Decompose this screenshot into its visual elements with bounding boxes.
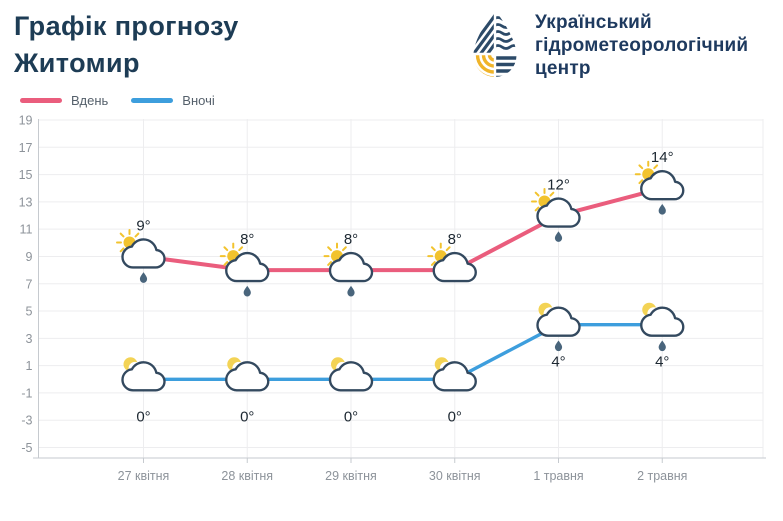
sun-ray	[223, 261, 229, 266]
forecast-point: 8°	[427, 231, 477, 283]
temp-label: 0°	[448, 408, 462, 425]
y-axis-label: 5	[26, 305, 33, 319]
sun-ray	[638, 179, 644, 185]
sun-ray	[638, 164, 644, 170]
y-axis-label: 11	[20, 223, 33, 237]
sun-ray	[342, 246, 347, 252]
title-city: Житомир	[14, 48, 140, 78]
forecast-point: 9°	[116, 217, 166, 283]
forecast-point: 14°	[634, 149, 685, 215]
forecast-point: 4°	[640, 302, 685, 371]
y-axis-label: -1	[21, 386, 32, 400]
night-series-line	[141, 322, 664, 381]
sun-ray	[119, 232, 125, 238]
chart-legend: Вдень Вночі	[20, 93, 229, 108]
forecast-point: 0°	[121, 357, 166, 425]
y-axis-label: -3	[21, 414, 32, 428]
raindrop-icon	[554, 340, 563, 352]
y-axis-label: 7	[26, 277, 33, 291]
sun-ray	[534, 206, 540, 212]
day-series-swatch	[20, 98, 62, 103]
org-name-line-1: Український	[535, 11, 652, 33]
sun-ray	[430, 261, 436, 266]
org-logo: Український гідрометеорологічний центр	[468, 8, 748, 82]
forecast-point: 0°	[328, 357, 374, 425]
cloud-icon	[640, 306, 685, 337]
cloud-icon	[328, 361, 374, 392]
y-axis-label: 3	[26, 332, 33, 346]
x-axis-label: 27 квітня	[118, 469, 170, 483]
temp-label: 14°	[651, 149, 674, 166]
day-series-label: Вдень	[71, 93, 109, 108]
cloud-icon	[432, 251, 477, 283]
forecast-point: 4°	[536, 302, 581, 371]
x-axis-label: 29 квітня	[325, 469, 377, 483]
sun-ray	[119, 247, 125, 253]
sun-ray	[327, 261, 332, 266]
title-line-1: Графік прогнозу	[14, 11, 239, 41]
cloud-icon	[432, 361, 477, 392]
cloud-icon	[225, 251, 270, 283]
temp-label: 8°	[448, 231, 462, 248]
raindrop-icon	[139, 272, 148, 283]
sun-ray	[327, 246, 332, 252]
raindrop-icon	[243, 285, 251, 297]
sun-ray	[445, 246, 451, 252]
temp-label: 9°	[136, 217, 150, 234]
forecast-point: 0°	[225, 357, 270, 425]
sun-ray	[223, 246, 229, 252]
raindrop-icon	[658, 204, 666, 215]
cloud-icon	[536, 197, 581, 228]
y-axis-label: 13	[19, 195, 33, 209]
x-axis-label: 30 квітня	[429, 469, 481, 483]
sun-ray	[534, 191, 540, 197]
night-series-label: Вночі	[182, 93, 215, 108]
night-series-swatch	[131, 98, 174, 103]
cloud-icon	[225, 361, 270, 392]
temp-label: 8°	[344, 231, 358, 248]
sun-ray	[238, 246, 244, 252]
page-title: Графік прогнозу Житомир	[14, 8, 239, 82]
y-axis-label: 15	[19, 168, 33, 182]
x-axis-label: 1 травня	[533, 469, 583, 483]
sun-ray	[134, 232, 140, 238]
y-axis-label: -5	[21, 441, 32, 455]
raindrop-icon	[347, 285, 355, 297]
sun-ray	[549, 191, 555, 197]
org-name-line-3: центр	[535, 57, 591, 79]
cloud-icon	[121, 361, 166, 392]
temp-label: 0°	[240, 408, 254, 425]
temp-label: 0°	[136, 408, 150, 425]
y-axis-label: 17	[19, 141, 33, 155]
cloud-icon	[328, 251, 374, 283]
forecast-point: 8°	[219, 231, 270, 297]
cloud-icon	[121, 238, 166, 269]
sun-ray	[653, 164, 659, 170]
temp-label: 12°	[547, 177, 570, 194]
x-axis-label: 2 травня	[637, 469, 687, 483]
org-name: Український гідрометеорологічний центр	[535, 11, 748, 80]
cloud-icon	[640, 170, 685, 201]
logo-droplet-icon	[473, 9, 517, 77]
temp-label: 0°	[344, 408, 358, 425]
y-axis-label: 1	[26, 359, 33, 373]
forecast-point: 0°	[432, 357, 477, 425]
temp-label: 4°	[655, 354, 669, 371]
raindrop-icon	[658, 340, 666, 352]
forecast-point: 12°	[531, 177, 581, 242]
temp-label: 4°	[551, 354, 565, 371]
y-axis-label: 19	[19, 114, 33, 128]
x-axis-label: 28 квітня	[221, 469, 273, 483]
forecast-point: 8°	[323, 231, 374, 297]
cloud-icon	[536, 306, 581, 337]
org-name-line-2: гідрометеорологічний	[535, 34, 749, 56]
sun-ray	[430, 246, 436, 252]
raindrop-icon	[554, 231, 563, 242]
temp-label: 8°	[240, 231, 254, 248]
y-axis-label: 9	[26, 250, 33, 264]
